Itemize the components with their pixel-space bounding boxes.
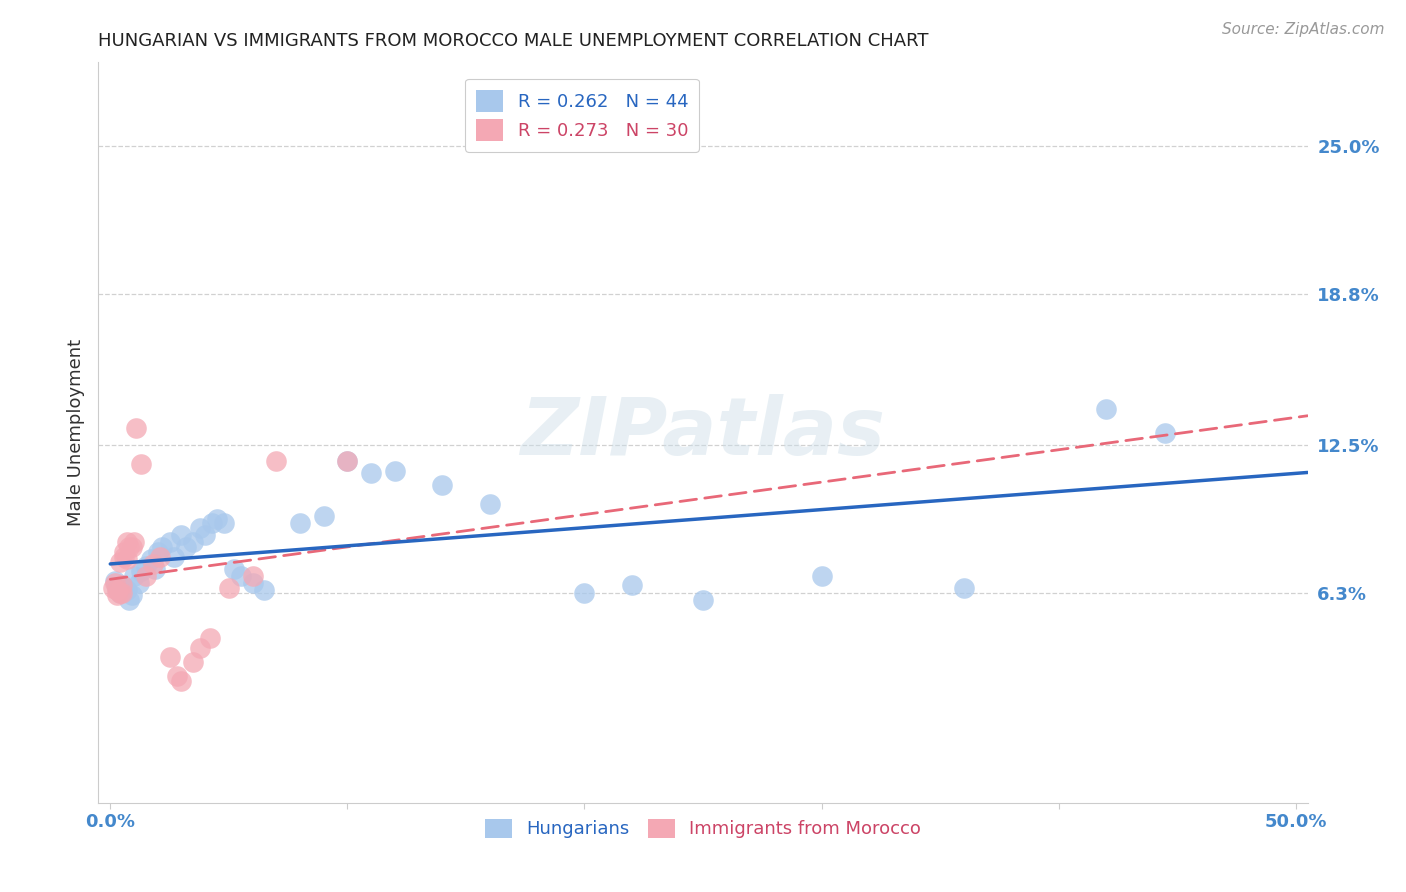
Point: [129, 457, 152, 471]
Point: [121, 541, 143, 555]
Point: [253, 583, 276, 598]
Point: [242, 569, 264, 583]
Point: [104, 574, 127, 588]
Point: [1154, 425, 1177, 440]
Point: [952, 581, 974, 595]
Point: [264, 454, 287, 468]
Point: [129, 564, 152, 578]
Point: [114, 545, 136, 559]
Legend: Hungarians, Immigrants from Morocco: Hungarians, Immigrants from Morocco: [478, 812, 928, 846]
Point: [288, 516, 311, 531]
Point: [135, 569, 157, 583]
Point: [190, 640, 212, 655]
Point: [336, 454, 359, 468]
Point: [142, 557, 165, 571]
Point: [108, 585, 131, 599]
Point: [122, 535, 145, 549]
Point: [118, 592, 141, 607]
Point: [121, 588, 143, 602]
Point: [135, 559, 157, 574]
Point: [170, 528, 193, 542]
Point: [111, 578, 134, 592]
Point: [114, 581, 136, 595]
Point: [212, 516, 235, 531]
Point: [620, 578, 643, 592]
Point: [198, 631, 221, 645]
Point: [170, 673, 193, 688]
Point: [128, 576, 150, 591]
Point: [143, 562, 166, 576]
Point: [201, 516, 224, 531]
Point: [111, 578, 134, 592]
Point: [384, 464, 406, 478]
Point: [194, 528, 217, 542]
Point: [111, 585, 134, 599]
Point: [115, 552, 138, 566]
Point: [692, 592, 714, 607]
Point: [163, 549, 186, 564]
Point: [159, 535, 181, 549]
Point: [149, 549, 172, 564]
Point: [229, 569, 252, 583]
Point: [336, 454, 359, 468]
Point: [105, 583, 128, 598]
Point: [122, 569, 145, 583]
Point: [108, 585, 131, 599]
Point: [105, 581, 128, 595]
Point: [118, 541, 141, 555]
Point: [205, 511, 228, 525]
Point: [432, 478, 454, 492]
Point: [222, 562, 245, 576]
Point: [146, 545, 169, 559]
Text: Source: ZipAtlas.com: Source: ZipAtlas.com: [1222, 22, 1385, 37]
Text: HUNGARIAN VS IMMIGRANTS FROM MOROCCO MALE UNEMPLOYMENT CORRELATION CHART: HUNGARIAN VS IMMIGRANTS FROM MOROCCO MAL…: [98, 32, 929, 50]
Point: [312, 509, 335, 524]
Point: [108, 555, 131, 569]
Point: [181, 535, 204, 549]
Point: [125, 421, 148, 435]
Point: [139, 552, 162, 566]
Y-axis label: Male Unemployment: Male Unemployment: [66, 339, 84, 526]
Point: [574, 585, 596, 599]
Point: [101, 581, 124, 595]
Point: [810, 569, 832, 583]
Point: [218, 581, 240, 595]
Point: [242, 576, 264, 591]
Point: [174, 541, 197, 555]
Point: [360, 467, 382, 481]
Point: [152, 541, 174, 555]
Point: [105, 588, 128, 602]
Point: [104, 576, 127, 591]
Text: ZIPatlas: ZIPatlas: [520, 393, 886, 472]
Point: [190, 521, 212, 535]
Point: [115, 583, 138, 598]
Point: [159, 650, 181, 665]
Point: [114, 549, 136, 564]
Point: [181, 655, 204, 669]
Point: [478, 497, 501, 511]
Point: [166, 669, 188, 683]
Point: [115, 535, 138, 549]
Point: [1095, 401, 1118, 416]
